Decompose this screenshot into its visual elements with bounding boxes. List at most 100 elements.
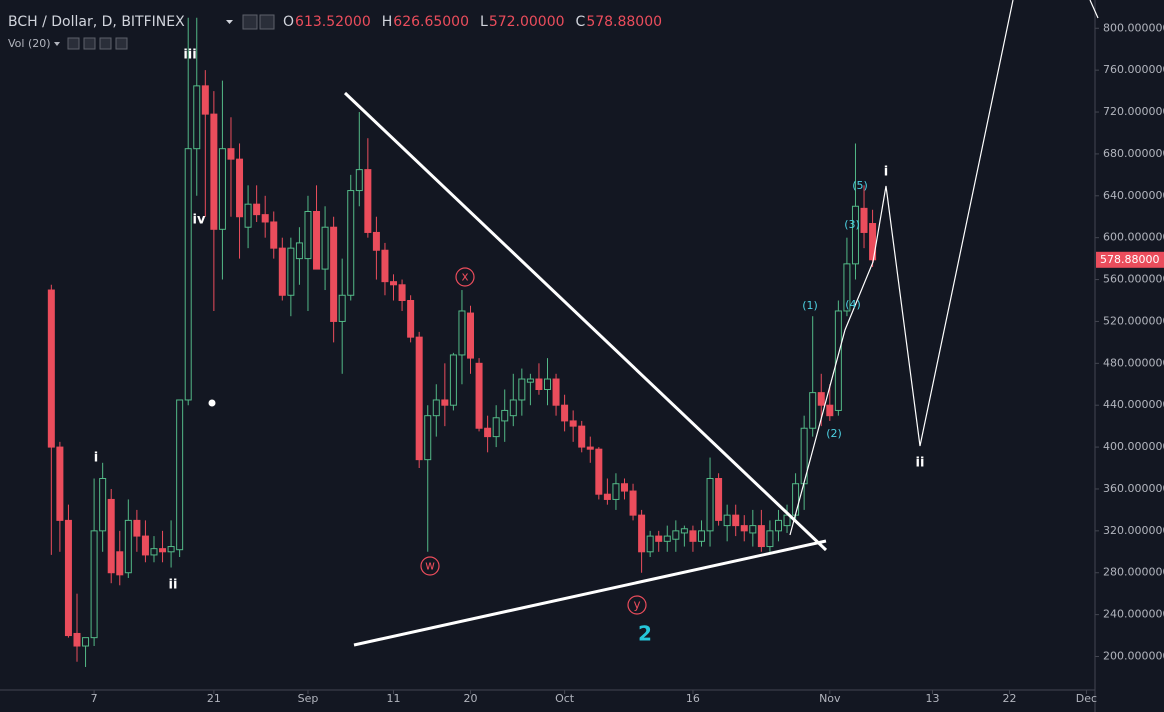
- candle-body: [432, 399, 440, 417]
- candle-body: [407, 300, 415, 338]
- indicator-icon[interactable]: [115, 37, 128, 50]
- candle-body: [176, 399, 184, 551]
- candle-body: [484, 427, 492, 438]
- ohlc-value: 572.00000: [489, 14, 565, 30]
- candle-body: [715, 477, 723, 521]
- annotation: i: [94, 451, 98, 466]
- candle-body: [372, 231, 380, 251]
- y-tick-label: 680.000000: [1103, 147, 1164, 160]
- candle-body: [278, 247, 286, 296]
- indicator-icon[interactable]: [67, 37, 80, 50]
- candle-body: [159, 548, 167, 553]
- annotation: ii: [169, 578, 178, 593]
- annotation: (1): [802, 299, 818, 312]
- candle-body: [655, 535, 663, 542]
- dropdown-icon[interactable]: [54, 42, 60, 46]
- y-tick-label: 640.000000: [1103, 189, 1164, 202]
- marker-dot: [208, 399, 216, 407]
- candle-body: [663, 535, 671, 542]
- ohlc-value: 613.52000: [295, 14, 371, 30]
- ohlc-label: C: [576, 14, 586, 30]
- candle-body: [244, 203, 252, 228]
- candle-body: [47, 289, 55, 448]
- annotation: iii: [183, 48, 196, 63]
- candle-body: [253, 203, 261, 216]
- settings-icon[interactable]: [259, 14, 275, 30]
- annotation: y: [633, 598, 640, 612]
- dropdown-icon[interactable]: [226, 20, 233, 24]
- candle-body: [672, 530, 680, 540]
- candle-body: [116, 551, 124, 576]
- candle-body: [167, 546, 175, 553]
- candle-body: [458, 310, 466, 356]
- candle-body: [99, 477, 107, 532]
- candle-body: [783, 514, 791, 527]
- candle-body: [501, 409, 509, 422]
- y-tick-label: 720.000000: [1103, 105, 1164, 118]
- symbol-title[interactable]: BCH / Dollar, D, BITFINEX: [8, 14, 185, 30]
- y-tick-label: 360.000000: [1103, 482, 1164, 495]
- candle-body: [629, 490, 637, 516]
- candle-body: [338, 294, 346, 322]
- candle-body: [646, 535, 654, 553]
- x-tick-label: Sep: [298, 692, 319, 705]
- candle-body: [757, 525, 765, 548]
- annotation: (4): [845, 298, 861, 311]
- y-tick-label: 440.000000: [1103, 398, 1164, 411]
- candle-body: [603, 493, 611, 500]
- x-tick-label: Oct: [555, 692, 575, 705]
- annotation: iv: [193, 213, 206, 228]
- candle-body: [270, 221, 278, 249]
- y-tick-label: 320.000000: [1103, 524, 1164, 537]
- volume-label: Vol (20): [8, 37, 51, 50]
- candle-body: [740, 525, 748, 532]
- candle-body: [749, 525, 757, 534]
- trend-line: [353, 539, 827, 647]
- candle-body: [321, 226, 329, 270]
- candle-body: [304, 211, 312, 260]
- candle-body: [424, 415, 432, 461]
- candle-body: [697, 530, 705, 542]
- candle-body: [612, 483, 620, 500]
- y-tick-label: 480.000000: [1103, 356, 1164, 369]
- ohlc-label: O: [283, 14, 294, 30]
- candle-body: [364, 169, 372, 233]
- candle-body: [381, 249, 389, 283]
- candle-body: [509, 399, 517, 417]
- candle-body: [56, 446, 64, 521]
- candle-body: [295, 242, 303, 260]
- candle-body: [124, 519, 132, 574]
- x-tick-label: Dec: [1076, 692, 1097, 705]
- candle-body: [73, 632, 81, 647]
- candle-body: [107, 498, 115, 574]
- candle-body: [689, 530, 697, 542]
- annotation: w: [425, 559, 435, 573]
- candle-body: [774, 519, 782, 532]
- annotation: (3): [844, 218, 860, 231]
- candle-body: [330, 226, 338, 322]
- candle-body: [732, 514, 740, 527]
- indicator-icon[interactable]: [83, 37, 96, 50]
- candle-body: [544, 378, 551, 390]
- candle-body: [518, 378, 526, 401]
- y-tick-label: 200.000000: [1103, 649, 1164, 662]
- candle-body: [817, 392, 825, 406]
- candle-body: [706, 477, 714, 532]
- projection-path: [789, 0, 1014, 536]
- candle-body: [390, 281, 398, 286]
- indicator-icon[interactable]: [99, 37, 112, 50]
- y-tick-label: 600.000000: [1103, 231, 1164, 244]
- candle-body: [449, 354, 457, 406]
- candle-body: [82, 637, 90, 647]
- candle-body: [150, 548, 158, 556]
- plot: [47, 17, 877, 667]
- ohlc-label: L: [480, 14, 488, 30]
- candle-body: [90, 530, 98, 639]
- candle-body: [184, 148, 192, 401]
- ohlc-label: H: [382, 14, 393, 30]
- candle-body: [578, 425, 586, 448]
- candle-body: [595, 448, 603, 495]
- settings-icon[interactable]: [242, 14, 258, 30]
- last-price-label: 578.88000: [1100, 253, 1160, 266]
